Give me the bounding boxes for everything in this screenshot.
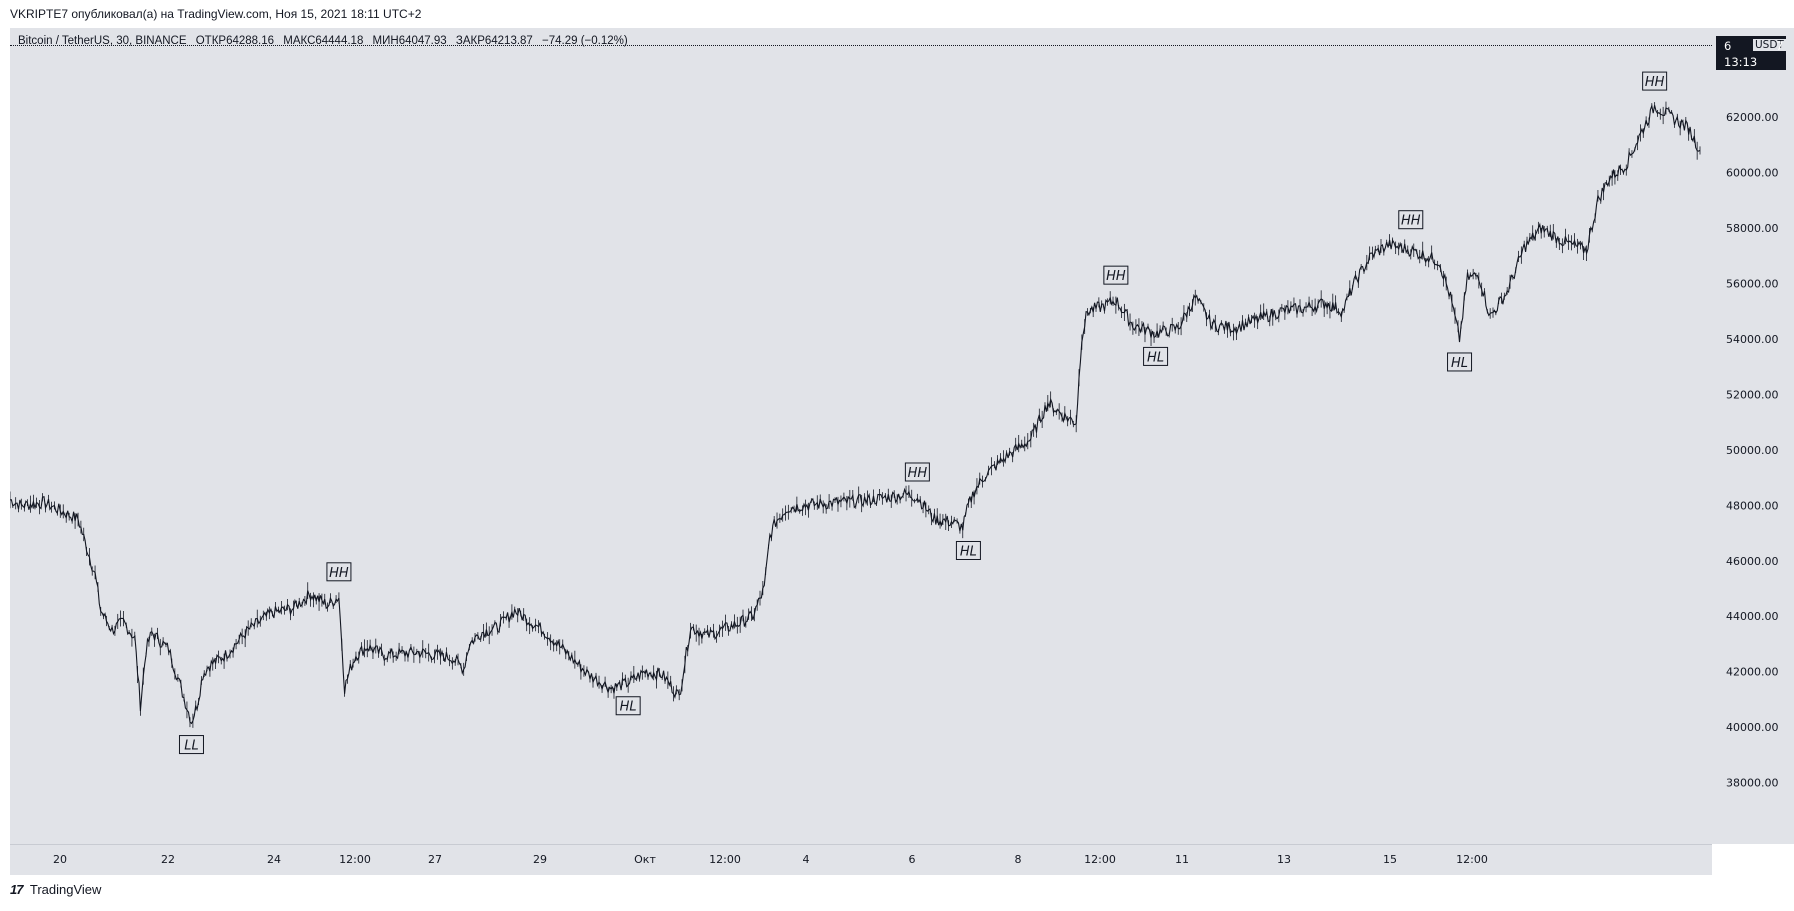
price-axis[interactable]: 38000.00 40000.00 42000.00 44000.00 46000.00… bbox=[1712, 28, 1794, 844]
legend-high: МАКС64444.18 bbox=[283, 35, 364, 47]
x-tick-label: 12:00 bbox=[339, 853, 371, 866]
y-tick-label: 54000.00 bbox=[1726, 333, 1779, 346]
annotation-hh[interactable]: HH bbox=[1642, 71, 1668, 91]
price-chart[interactable]: LL HH HL HH HL HH HL HH HL HH bbox=[10, 28, 1712, 844]
x-tick-label: 8 bbox=[1015, 853, 1022, 866]
x-tick-label: 15 bbox=[1383, 853, 1397, 866]
legend-open: ОТКР64288.16 bbox=[195, 35, 275, 47]
y-tick-label: 40000.00 bbox=[1726, 721, 1779, 734]
annotation-hl[interactable]: HL bbox=[1143, 346, 1169, 366]
annotation-ll[interactable]: LL bbox=[178, 735, 204, 755]
y-tick-label: 50000.00 bbox=[1726, 444, 1779, 457]
x-tick-label: 6 bbox=[909, 853, 916, 866]
x-tick-label: 27 bbox=[428, 853, 442, 866]
brand-name: TradingView bbox=[29, 882, 102, 897]
last-price-value: 6 bbox=[1724, 39, 1732, 53]
legend-symbol[interactable]: Bitcoin / TetherUS, 30, BINANCE bbox=[18, 35, 187, 47]
x-tick-label: 22 bbox=[161, 853, 175, 866]
y-tick-label: 48000.00 bbox=[1726, 499, 1779, 512]
footer-brand: 17 TradingView bbox=[10, 882, 101, 897]
x-tick-label: Окт bbox=[634, 853, 656, 866]
annotation-label: HH bbox=[908, 466, 928, 481]
annotation-box bbox=[1398, 210, 1424, 230]
price-axis-labels: 38000.00 40000.00 42000.00 44000.00 46000.00… bbox=[1726, 111, 1779, 790]
currency-label: USDT bbox=[1753, 39, 1786, 51]
annotation-hh[interactable]: HH bbox=[904, 462, 930, 482]
published-line: VKRIPTE7 опубликовал(а) на TradingView.c… bbox=[10, 7, 422, 21]
x-tick-label: 11 bbox=[1175, 853, 1189, 866]
annotation-label: HL bbox=[1147, 350, 1164, 365]
y-tick-label: 38000.00 bbox=[1726, 777, 1779, 790]
annotation-label: HL bbox=[620, 700, 637, 715]
y-tick-label: 52000.00 bbox=[1726, 388, 1779, 401]
y-tick-label: 58000.00 bbox=[1726, 222, 1779, 235]
annotation-label: HH bbox=[1645, 75, 1665, 90]
y-tick-label: 42000.00 bbox=[1726, 666, 1779, 679]
annotation-box bbox=[1103, 265, 1129, 285]
annotation-box bbox=[1143, 346, 1169, 366]
annotation-box bbox=[1642, 71, 1668, 91]
top-bar: VKRIPTE7 опубликовал(а) на TradingView.c… bbox=[0, 0, 1794, 28]
annotation-hl[interactable]: HL bbox=[1447, 352, 1473, 372]
last-price-tail: 7 bbox=[1776, 39, 1784, 53]
annotation-box bbox=[904, 462, 930, 482]
annotation-hl[interactable]: HL bbox=[615, 696, 641, 716]
annotation-label: HL bbox=[1451, 356, 1468, 371]
x-tick-label: 4 bbox=[803, 853, 810, 866]
y-tick-label: 44000.00 bbox=[1726, 610, 1779, 623]
annotation-box bbox=[178, 735, 204, 755]
time-axis-labels: 20 22 24 12:00 27 29 Окт 12:00 4 6 8 12:00 11 13 15 12:… bbox=[53, 853, 1488, 866]
annotation-hh[interactable]: HH bbox=[1398, 210, 1424, 230]
annotation-box bbox=[326, 562, 352, 582]
annotation-label: LL bbox=[184, 739, 199, 754]
x-tick-label: 20 bbox=[53, 853, 67, 866]
annotation-hh[interactable]: HH bbox=[1103, 265, 1129, 285]
x-tick-label: 29 bbox=[533, 853, 547, 866]
chart-plot-area[interactable]: LL HH HL HH HL HH HL HH HL HH bbox=[10, 28, 1712, 844]
x-tick-label: 13 bbox=[1277, 853, 1291, 866]
legend-close: ЗАКР64213.87 bbox=[455, 35, 533, 47]
annotation-hl[interactable]: HL bbox=[955, 540, 981, 560]
annotation-label: HH bbox=[329, 566, 349, 581]
annotation-box bbox=[955, 540, 981, 560]
annotation-box bbox=[615, 696, 641, 716]
annotation-hh[interactable]: HH bbox=[326, 562, 352, 582]
annotation-box bbox=[1447, 352, 1473, 372]
legend-change: −74.29 (−0.12%) bbox=[542, 35, 628, 47]
x-tick-label: 24 bbox=[267, 853, 281, 866]
annotation-label: HL bbox=[960, 544, 977, 559]
last-price-label: 6 USDT 7 13:13 bbox=[1716, 36, 1786, 70]
chart-legend: Bitcoin / TetherUS, 30, BINANCE ОТКР6428… bbox=[18, 35, 634, 47]
bar-countdown: 13:13 bbox=[1724, 55, 1758, 69]
price-series-line bbox=[10, 103, 1701, 725]
last-price-line bbox=[10, 45, 1712, 46]
annotation-label: HH bbox=[1106, 269, 1126, 284]
y-tick-label: 56000.00 bbox=[1726, 278, 1779, 291]
x-tick-label: 12:00 bbox=[709, 853, 741, 866]
tradingview-logo-icon: 17 bbox=[10, 882, 24, 897]
y-tick-label: 46000.00 bbox=[1726, 555, 1779, 568]
legend-low: МИН64047.93 bbox=[372, 35, 447, 47]
y-tick-label: 60000.00 bbox=[1726, 167, 1779, 180]
x-tick-label: 12:00 bbox=[1456, 853, 1488, 866]
y-tick-label: 62000.00 bbox=[1726, 111, 1779, 124]
annotation-label: HH bbox=[1401, 214, 1421, 229]
x-tick-label: 12:00 bbox=[1084, 853, 1116, 866]
time-axis[interactable]: 20 22 24 12:00 27 29 Окт 12:00 4 6 8 12:00 11 13 15 12:… bbox=[10, 844, 1712, 875]
